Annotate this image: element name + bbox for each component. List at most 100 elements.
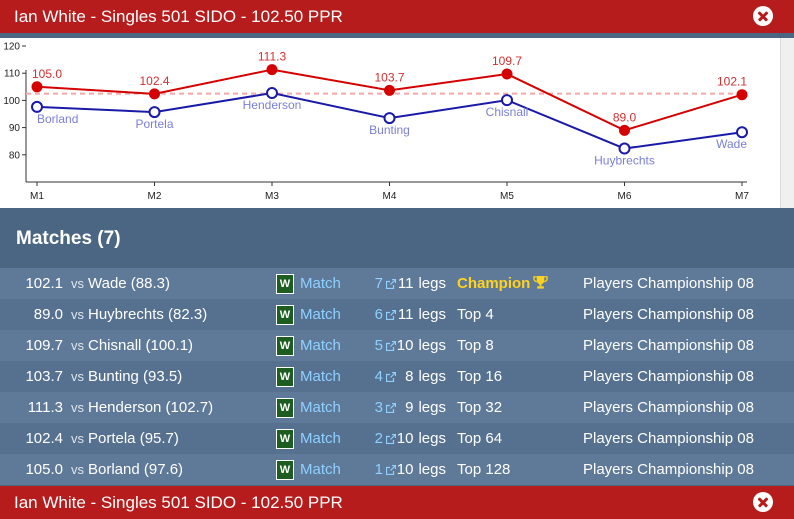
opponent: Wade (88.3) [88,275,170,292]
close-icon[interactable] [753,6,773,26]
trophy-icon [533,275,549,289]
vs-label: vs [71,400,84,415]
match-number-link[interactable]: 2 [352,423,396,454]
x-tick-label: M3 [265,191,279,202]
match-link[interactable]: Match [300,430,341,447]
x-tick-label: M6 [618,191,632,202]
external-link-icon [386,372,396,382]
table-row: 109.7 vs Chisnall (100.1) W Match 5 10 legs Top … [0,330,794,361]
opponent-point [501,94,513,107]
match-number-link[interactable]: 5 [352,330,396,361]
vs-label: vs [71,369,84,384]
legs-count: 8 [405,368,414,385]
table-row: 103.7 vs Bunting (93.5) W Match 4 8 legs Top 16 P… [0,361,794,392]
opponent: Chisnall (100.1) [88,337,194,354]
legs-count: 10 [396,461,414,478]
player-point [31,81,43,93]
x-tick-label: M5 [500,191,514,202]
legs-label: legs [418,430,446,447]
match-number[interactable]: 3 [374,399,383,416]
x-tick-label: M7 [735,191,749,202]
player-value-label: 109.7 [492,54,522,68]
match-number[interactable]: 5 [374,337,383,354]
opponent: Henderson (102.7) [88,399,214,416]
stage: Champion [457,275,531,292]
player-value-label: 111.3 [258,50,287,64]
win-badge: W [276,397,294,418]
player-value-label: 102.1 [717,75,747,89]
page-title: Ian White - Singles 501 SIDO - 102.50 PP… [14,7,343,26]
player-point [149,88,160,100]
footer-title: Ian White - Singles 501 SIDO - 102.50 PP… [14,493,343,512]
match-number[interactable]: 2 [374,430,383,447]
player-value-label: 102.4 [139,74,169,88]
player-point [384,84,395,96]
legs-label: legs [418,461,446,478]
stage: Top 64 [457,430,503,447]
event-name: Players Championship 08 [583,461,754,478]
stage: Top 16 [457,368,503,385]
player-average: 89.0 [33,306,63,323]
player-value-label: 103.7 [374,70,404,84]
external-link-icon [386,310,396,320]
opponent-point [736,126,748,139]
opponent-point [383,112,396,125]
match-number[interactable]: 7 [374,275,383,292]
opponent-label: Borland [37,112,78,126]
match-link[interactable]: Match [300,368,341,385]
opponent-point [618,142,631,155]
opponent-label: Henderson [243,98,302,112]
vs-label: vs [71,431,84,446]
legs-count: 11 [397,275,414,292]
win-badge: W [276,304,294,325]
opponent-label: Bunting [369,123,410,137]
x-tick-label: M1 [30,191,44,202]
event-name: Players Championship 08 [583,337,754,354]
match-link[interactable]: Match [300,461,341,478]
external-link-icon [386,341,396,351]
y-tick-label: 100 [3,96,20,107]
legs-count: 10 [396,430,414,447]
header-bar: Ian White - Singles 501 SIDO - 102.50 PP… [0,0,794,33]
legs-label: legs [418,337,446,354]
match-number-link[interactable]: 1 [352,454,396,485]
match-number-link[interactable]: 3 [352,392,396,423]
table-row: 105.0 vs Borland (97.6) W Match 1 10 legs Top 12… [0,454,794,485]
close-icon[interactable] [753,492,773,512]
match-number[interactable]: 4 [374,368,383,385]
match-link[interactable]: Match [300,306,341,323]
match-link[interactable]: Match [300,399,341,416]
y-tick-label: 80 [9,150,21,161]
match-link[interactable]: Match [300,275,341,292]
event-name: Players Championship 08 [583,430,754,447]
stage: Top 8 [457,337,494,354]
table-row: 111.3 vs Henderson (102.7) W Match 3 9 legs Top … [0,392,794,423]
opponent: Borland (97.6) [88,461,184,478]
scrollbar[interactable] [780,38,794,208]
external-link-icon [386,279,396,289]
vs-label: vs [71,462,84,477]
event-name: Players Championship 08 [583,399,754,416]
player-average: 102.1 [25,275,63,292]
event-name: Players Championship 08 [583,368,754,385]
opponent: Huybrechts (82.3) [88,306,208,323]
win-badge: W [276,335,294,356]
header-divider [0,33,794,38]
match-number-link[interactable]: 7 [352,268,396,299]
legs-label: legs [418,275,446,292]
legs-count: 11 [397,306,414,323]
match-number[interactable]: 6 [374,306,383,323]
legs-count: 10 [396,337,414,354]
match-link[interactable]: Match [300,337,341,354]
match-number[interactable]: 1 [374,461,383,478]
match-number-link[interactable]: 4 [352,361,396,392]
footer-bar: Ian White - Singles 501 SIDO - 102.50 PP… [0,486,794,519]
match-number-link[interactable]: 6 [352,299,396,330]
legs-label: legs [418,399,446,416]
opponent-point [266,87,278,100]
opponent-point [31,100,43,113]
player-average: 105.0 [25,461,63,478]
vs-label: vs [71,276,84,291]
matches-panel: Matches (7) 102.1 vs Wade (88.3) W Match 7 11 l… [0,208,794,486]
y-tick-label: 90 [9,123,21,134]
